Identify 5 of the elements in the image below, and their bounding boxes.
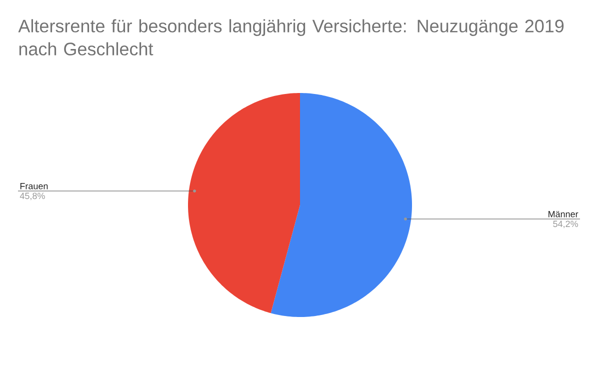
chart-title: Altersrente für besonders langjährig Versicherte: Neuzugänge 2019 nach Geschlecht: [18, 19, 564, 56]
slice-label: Frauen: [20, 183, 48, 190]
data-label: 45,8%: [20, 192, 45, 200]
slice-label: Männer: [548, 211, 578, 218]
data-label: 54,2%: [553, 220, 578, 228]
